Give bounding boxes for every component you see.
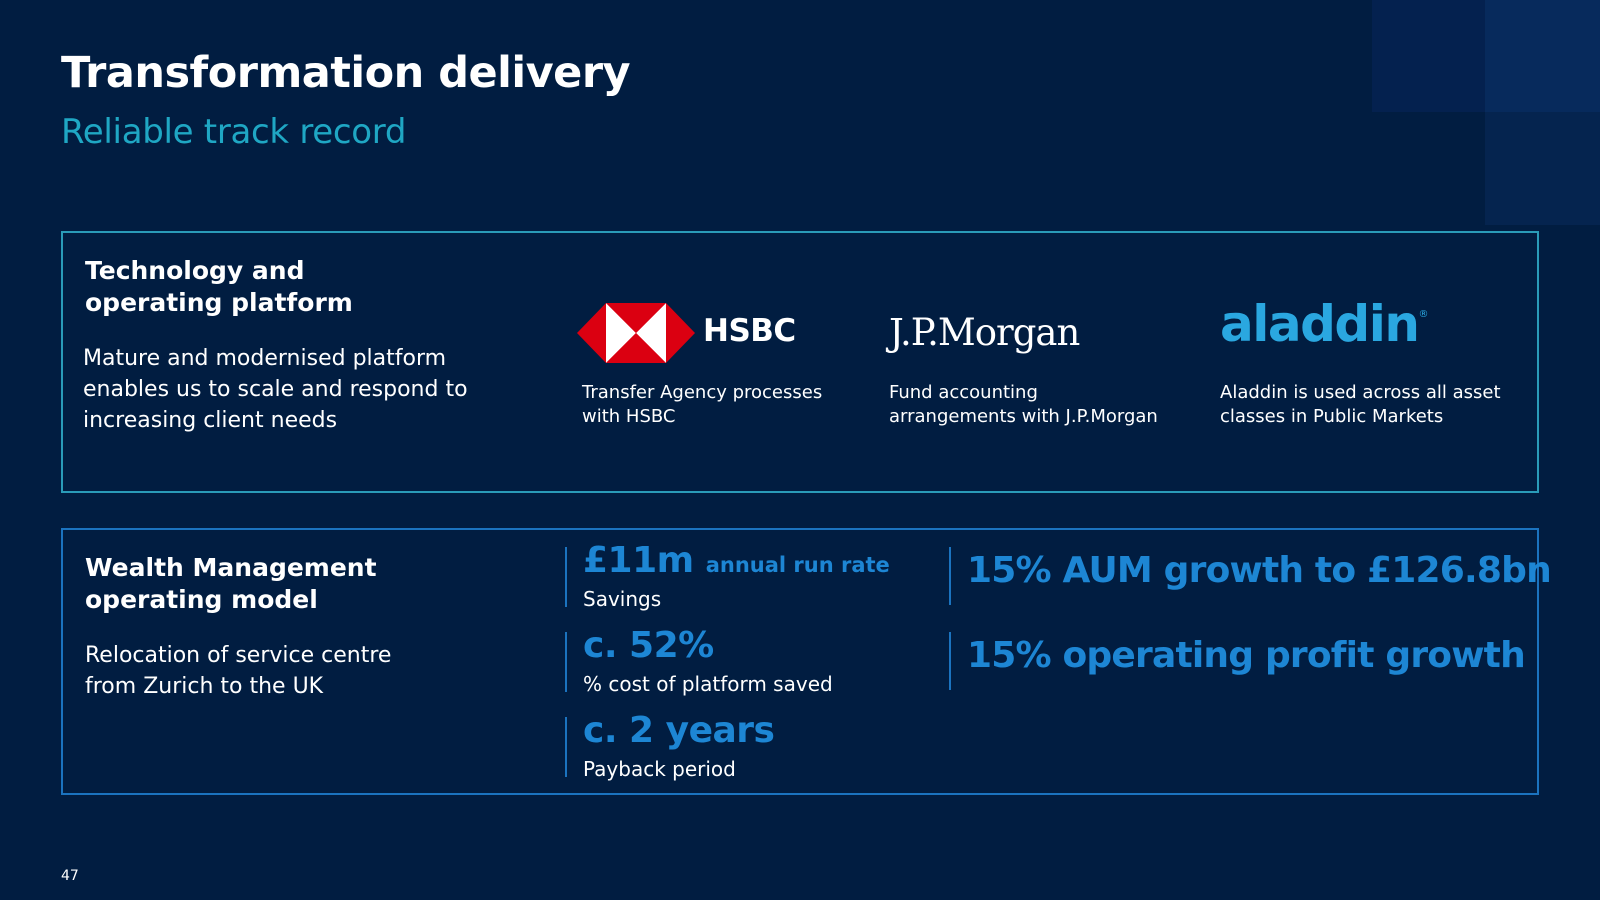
wealth-description-line: Relocation of service centre xyxy=(85,643,392,668)
cost-saved-value: c. 52% xyxy=(583,625,714,666)
profit-growth-text: 15% operating profit growth xyxy=(967,635,1526,676)
hsbc-hexagon-icon xyxy=(577,303,695,363)
payback-value: c. 2 years xyxy=(583,710,775,751)
technology-platform-panel: Technology and operating platform Mature… xyxy=(61,231,1539,493)
hsbc-caption: Transfer Agency processes with HSBC xyxy=(582,381,822,429)
registered-mark: ® xyxy=(1418,309,1428,320)
growth-divider xyxy=(949,632,951,690)
metric-divider xyxy=(565,717,567,777)
metric-divider xyxy=(565,632,567,692)
tech-description-line: Mature and modernised platform xyxy=(83,346,447,371)
page-title: Transformation delivery xyxy=(61,48,631,98)
wealth-description-line: from Zurich to the UK xyxy=(85,674,324,699)
aladdin-caption-line: Aladdin is used across all asset xyxy=(1220,382,1501,403)
cost-saved-caption: % cost of platform saved xyxy=(583,672,833,696)
savings-caption: Savings xyxy=(583,587,662,611)
metric-divider xyxy=(565,547,567,607)
hsbc-caption-line: with HSBC xyxy=(582,406,676,427)
tech-description: Mature and modernised platform enables u… xyxy=(83,343,468,436)
payback-caption: Payback period xyxy=(583,757,736,781)
aladdin-caption: Aladdin is used across all asset classes… xyxy=(1220,381,1501,429)
savings-metric: £11m annual run rate xyxy=(583,540,890,581)
savings-value: £11m xyxy=(583,540,694,581)
wealth-management-panel: Wealth Management operating model Reloca… xyxy=(61,528,1552,795)
wealth-heading-line: Wealth Management xyxy=(85,553,377,582)
jpmorgan-logo-text: J.P.Morgan xyxy=(889,311,1080,354)
growth-divider xyxy=(949,547,951,605)
decor-square xyxy=(1485,0,1600,112)
decor-square xyxy=(1485,112,1600,225)
tech-heading: Technology and operating platform xyxy=(85,255,353,319)
page-number: 47 xyxy=(61,868,79,884)
jpmorgan-caption: Fund accounting arrangements with J.P.Mo… xyxy=(889,381,1158,429)
hsbc-caption-line: Transfer Agency processes xyxy=(582,382,823,403)
wealth-description: Relocation of service centre from Zurich… xyxy=(85,640,391,702)
aum-growth-text: 15% AUM growth to £126.8bn xyxy=(967,550,1552,591)
tech-heading-line: operating platform xyxy=(85,288,353,317)
jpmorgan-caption-line: Fund accounting xyxy=(889,382,1038,403)
wealth-heading: Wealth Management operating model xyxy=(85,552,377,616)
tech-description-line: enables us to scale and respond to xyxy=(83,377,468,402)
aladdin-logo-text: aladdin xyxy=(1220,295,1420,353)
tech-heading-line: Technology and xyxy=(85,256,305,285)
aladdin-logo: aladdin® xyxy=(1220,295,1428,353)
jpmorgan-caption-line: arrangements with J.P.Morgan xyxy=(889,406,1158,427)
tech-description-line: increasing client needs xyxy=(83,408,338,433)
wealth-heading-line: operating model xyxy=(85,585,318,614)
page-subtitle: Reliable track record xyxy=(61,112,407,152)
hsbc-logo-text: HSBC xyxy=(703,313,796,349)
decor-square xyxy=(1372,0,1485,112)
aladdin-caption-line: classes in Public Markets xyxy=(1220,406,1444,427)
savings-suffix: annual run rate xyxy=(705,553,890,577)
